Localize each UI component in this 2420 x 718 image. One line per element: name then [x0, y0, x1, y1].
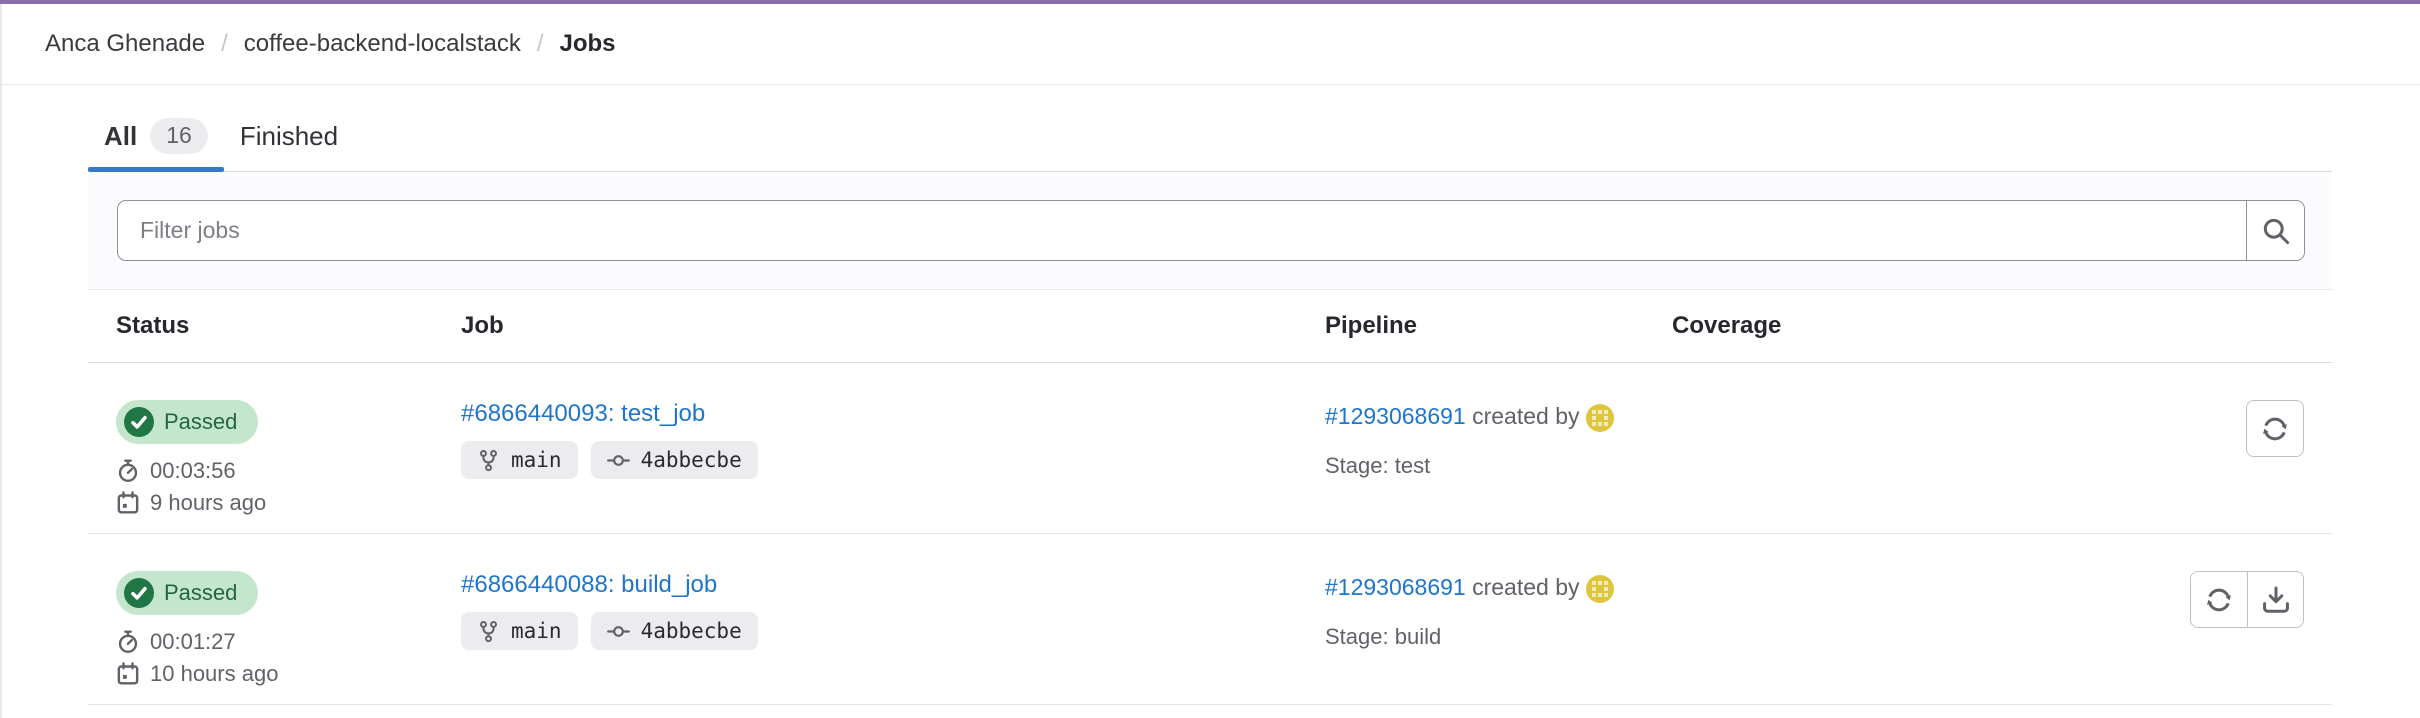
filter-jobs-input[interactable]: [118, 201, 2246, 260]
retry-job-button[interactable]: [2247, 401, 2303, 456]
coverage-cell: [1644, 571, 1984, 690]
actions-cell: [1984, 571, 2332, 690]
avatar[interactable]: [1585, 575, 1614, 603]
table-header-row: Status Job Pipeline Coverage: [88, 290, 2332, 363]
tab-finished-label: Finished: [239, 120, 339, 151]
branch-ref-badge[interactable]: main: [461, 612, 578, 650]
breadcrumb-separator: /: [536, 30, 544, 57]
job-actions-group: [2190, 571, 2304, 628]
pipeline-info: #1293068691 created by: [1325, 400, 1632, 433]
breadcrumb-group[interactable]: Anca Ghenade: [45, 30, 206, 57]
page-left-border: [0, 4, 2, 718]
retry-icon: [2204, 585, 2234, 615]
pipeline-cell: #1293068691 created by Stage: test: [1297, 400, 1644, 519]
job-actions-group: [2246, 400, 2304, 457]
pipeline-link[interactable]: #1293068691: [1325, 403, 1466, 429]
commit-sha-badge[interactable]: 4abbecbe: [590, 441, 758, 479]
download-artifacts-button[interactable]: [2247, 572, 2303, 627]
pipeline-created-by-label: created by: [1472, 403, 1580, 429]
job-cell: #6866440088: build_job main: [433, 571, 1297, 690]
job-duration: 00:03:56: [116, 455, 433, 487]
coverage-cell: [1644, 400, 1984, 519]
avatar[interactable]: [1585, 404, 1614, 432]
filter-input-group: [117, 200, 2305, 261]
tab-all-label: All: [104, 120, 138, 151]
pipeline-link[interactable]: #1293068691: [1325, 574, 1466, 600]
breadcrumb: Anca Ghenade / coffee-backend-localstack…: [0, 4, 2420, 85]
filter-panel: [88, 172, 2332, 290]
column-header-status: Status: [116, 312, 190, 339]
table-row: Passed 00:01:27: [88, 534, 2332, 705]
git-branch-icon: [477, 449, 500, 472]
column-header-actions: [1984, 290, 2332, 362]
status-badge-label: Passed: [164, 409, 238, 434]
stopwatch-icon: [116, 630, 140, 654]
status-badge[interactable]: Passed: [116, 400, 259, 444]
column-header-job: Job: [461, 312, 504, 339]
top-accent-bar: [0, 0, 2420, 4]
status-badge[interactable]: Passed: [116, 571, 259, 615]
search-button[interactable]: [2246, 201, 2304, 260]
tab-all[interactable]: All 16: [88, 101, 224, 172]
status-badge-label: Passed: [164, 580, 238, 605]
table-row: Passed 00:03:56: [88, 363, 2332, 534]
actions-cell: [1984, 400, 2332, 519]
calendar-icon: [116, 662, 140, 686]
tab-finished[interactable]: Finished: [224, 101, 354, 171]
breadcrumb-current-page: Jobs: [559, 30, 616, 57]
stopwatch-icon: [116, 459, 140, 483]
pipeline-info: #1293068691 created by: [1325, 571, 1632, 604]
pipeline-created-by-label: created by: [1472, 574, 1580, 600]
column-header-pipeline: Pipeline: [1325, 312, 1418, 339]
calendar-icon: [116, 491, 140, 515]
jobs-tabs: All 16 Finished: [88, 101, 2332, 172]
job-duration: 00:01:27: [116, 626, 433, 658]
search-icon: [2261, 216, 2291, 246]
status-cell: Passed 00:03:56: [88, 400, 433, 519]
pipeline-cell: #1293068691 created by Stage: build: [1297, 571, 1644, 690]
tab-all-count-badge: 16: [150, 118, 208, 154]
git-commit-icon: [606, 620, 630, 643]
git-commit-icon: [606, 449, 630, 472]
job-link[interactable]: #6866440088: build_job: [461, 571, 718, 598]
job-cell: #6866440093: test_job main: [433, 400, 1297, 519]
branch-ref-badge[interactable]: main: [461, 441, 578, 479]
pipeline-stage: Stage: build: [1325, 624, 1442, 649]
commit-sha-badge[interactable]: 4abbecbe: [590, 612, 758, 650]
job-finished-time: 9 hours ago: [116, 487, 433, 519]
status-cell: Passed 00:01:27: [88, 571, 433, 690]
job-finished-time: 10 hours ago: [116, 658, 433, 690]
check-circle-icon: [124, 578, 154, 608]
job-link[interactable]: #6866440093: test_job: [461, 400, 706, 427]
breadcrumb-project[interactable]: coffee-backend-localstack: [243, 30, 521, 57]
breadcrumb-separator: /: [221, 30, 228, 57]
git-branch-icon: [477, 620, 500, 643]
pipeline-stage: Stage: test: [1325, 453, 1431, 478]
check-circle-icon: [124, 407, 154, 437]
column-header-coverage: Coverage: [1672, 312, 1782, 339]
retry-job-button[interactable]: [2191, 572, 2247, 627]
download-icon: [2261, 585, 2291, 615]
retry-icon: [2260, 414, 2290, 444]
